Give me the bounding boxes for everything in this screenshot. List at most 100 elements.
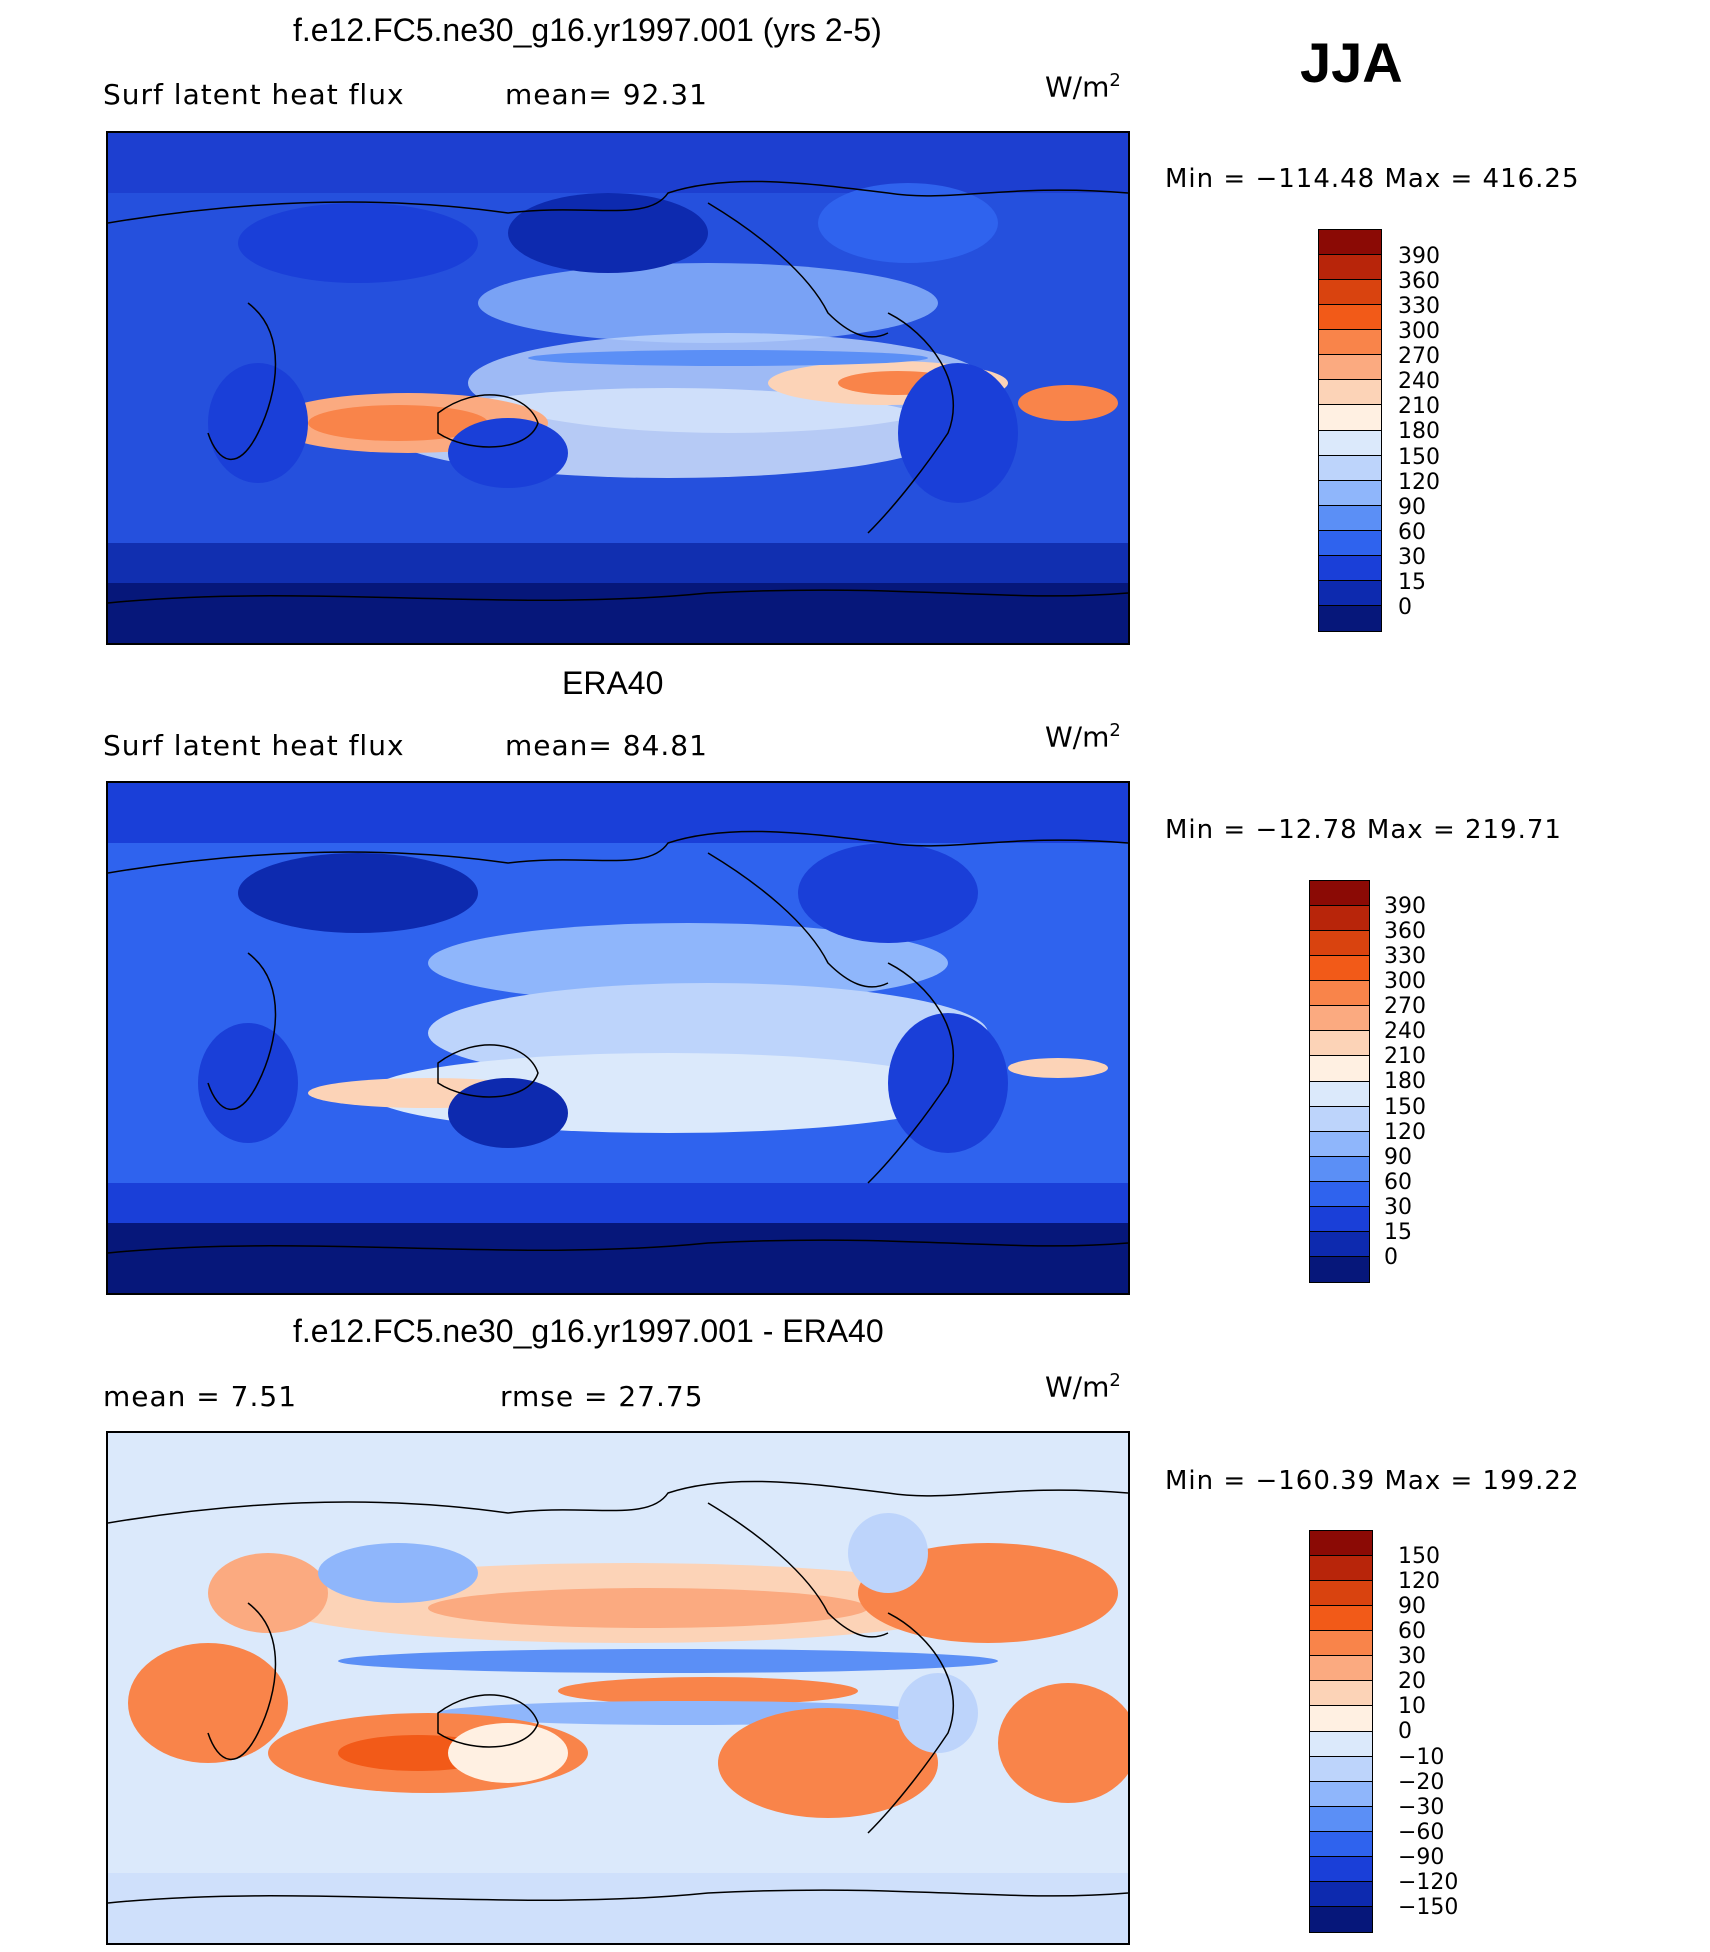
panel3-title: f.e12.FC5.ne30_g16.yr1997.001 - ERA40	[293, 1313, 884, 1349]
colorbar-tick-label: 10	[1398, 1694, 1426, 1720]
panel1-variable-label: Surf latent heat flux	[103, 78, 405, 111]
colorbar-swatch	[1310, 1581, 1372, 1607]
colorbar-swatch	[1319, 530, 1381, 556]
panel3-map-canvas	[108, 1433, 1128, 1943]
panel2-min-max: Min = −12.78 Max = 219.71	[1165, 815, 1562, 845]
colorbar-swatch	[1310, 981, 1369, 1007]
colorbar-tick-label: 60	[1398, 519, 1426, 545]
panel3-mean-label: mean = 7.51	[103, 1380, 298, 1413]
colorbar-tick-label: 150	[1384, 1094, 1426, 1120]
colorbar-swatch	[1319, 455, 1381, 481]
panel1-map-canvas	[108, 133, 1128, 643]
panel2-map-canvas	[108, 783, 1128, 1293]
colorbar-swatch	[1319, 430, 1381, 456]
colorbar-tick-label: 360	[1398, 269, 1440, 295]
colorbar-tick-label: 90	[1384, 1144, 1412, 1170]
colorbar-tick-label: 30	[1398, 1644, 1426, 1670]
colorbar-swatch	[1310, 1831, 1372, 1857]
colorbar-tick-label: 0	[1398, 1719, 1412, 1745]
colorbar-swatch	[1319, 230, 1381, 256]
colorbar-swatch	[1310, 906, 1369, 932]
colorbar-tick-label: 360	[1384, 919, 1426, 945]
season-label: JJA	[1300, 31, 1403, 94]
colorbar-tick-label: 180	[1398, 419, 1440, 445]
colorbar-tick-label: 210	[1384, 1044, 1426, 1070]
colorbar-swatch	[1310, 1906, 1372, 1932]
colorbar-tick-label: 30	[1384, 1194, 1412, 1220]
panel2-colorbar-ticks: 390 360 330 300 270 240 210 180 150 120 90 60 30 15 0	[1384, 894, 1426, 1270]
panel1-units: W/m2	[1045, 70, 1121, 104]
panel2-title: ERA40	[562, 665, 664, 701]
colorbar-tick-label: 300	[1398, 319, 1440, 345]
colorbar-tick-label: 240	[1398, 369, 1440, 395]
colorbar-swatch	[1310, 1156, 1369, 1182]
colorbar-tick-label: 60	[1384, 1169, 1412, 1195]
colorbar-swatch	[1310, 1781, 1372, 1807]
colorbar-swatch	[1310, 1056, 1369, 1082]
panel1-colorbar-ticks: 390 360 330 300 270 240 210 180 150 120 90 60 30 15 0	[1398, 244, 1440, 620]
colorbar-swatch	[1319, 305, 1381, 331]
colorbar-tick-label: 300	[1384, 969, 1426, 995]
colorbar-swatch	[1310, 1256, 1369, 1282]
colorbar-swatch	[1310, 1031, 1369, 1057]
colorbar-tick-label: 0	[1384, 1244, 1398, 1270]
colorbar-swatch	[1310, 1881, 1372, 1907]
colorbar-tick-label: 390	[1398, 244, 1440, 269]
colorbar-swatch	[1310, 1106, 1369, 1132]
colorbar-tick-label: 150	[1398, 1544, 1440, 1569]
colorbar-swatch	[1310, 1606, 1372, 1632]
colorbar-swatch	[1310, 1706, 1372, 1732]
colorbar-tick-label: 330	[1384, 944, 1426, 970]
colorbar-tick-label: 120	[1384, 1119, 1426, 1145]
colorbar-swatch	[1319, 555, 1381, 581]
panel2-units: W/m2	[1045, 720, 1121, 754]
panel2-variable-label: Surf latent heat flux	[103, 729, 405, 762]
colorbar-swatch	[1310, 956, 1369, 982]
colorbar-tick-label: −90	[1398, 1844, 1445, 1870]
colorbar-tick-label: 120	[1398, 1569, 1440, 1595]
colorbar-tick-label: 330	[1398, 294, 1440, 320]
colorbar-swatch	[1310, 1181, 1369, 1207]
colorbar-swatch	[1319, 605, 1381, 631]
colorbar-swatch	[1310, 1006, 1369, 1032]
colorbar-tick-label: 270	[1384, 994, 1426, 1020]
panel2-colorbar	[1309, 880, 1370, 1283]
panel3-colorbar-ticks: 150 120 90 60 30 20 10 0 −10 −20 −30 −60 −90 −120 −150	[1398, 1544, 1458, 1920]
panel1-title: f.e12.FC5.ne30_g16.yr1997.001 (yrs 2-5)	[293, 12, 882, 48]
colorbar-swatch	[1319, 330, 1381, 356]
colorbar-swatch	[1310, 931, 1369, 957]
panel2-map	[106, 781, 1130, 1295]
panel3-rmse-label: rmse = 27.75	[500, 1380, 704, 1413]
colorbar-tick-label: 15	[1384, 1219, 1412, 1245]
colorbar-swatch	[1310, 1131, 1369, 1157]
colorbar-swatch	[1310, 1731, 1372, 1757]
colorbar-swatch	[1310, 1081, 1369, 1107]
colorbar-swatch	[1319, 505, 1381, 531]
colorbar-tick-label: 210	[1398, 394, 1440, 420]
panel3-units: W/m2	[1045, 1370, 1121, 1404]
colorbar-tick-label: 90	[1398, 494, 1426, 520]
colorbar-swatch	[1310, 1681, 1372, 1707]
colorbar-tick-label: −150	[1398, 1894, 1459, 1920]
panel3-colorbar	[1309, 1530, 1373, 1933]
colorbar-tick-label: 240	[1384, 1019, 1426, 1045]
colorbar-swatch	[1319, 405, 1381, 431]
colorbar-tick-label: 120	[1398, 469, 1440, 495]
colorbar-swatch	[1310, 1756, 1372, 1782]
panel3-min-max: Min = −160.39 Max = 199.22	[1165, 1466, 1580, 1496]
colorbar-swatch	[1319, 255, 1381, 281]
colorbar-swatch	[1310, 1656, 1372, 1682]
colorbar-swatch	[1319, 580, 1381, 606]
colorbar-tick-label: −60	[1398, 1819, 1445, 1845]
colorbar-swatch	[1310, 881, 1369, 907]
colorbar-tick-label: −10	[1398, 1744, 1445, 1770]
panel2-mean-label: mean= 84.81	[505, 729, 708, 762]
colorbar-tick-label: 180	[1384, 1069, 1426, 1095]
colorbar-swatch	[1319, 480, 1381, 506]
colorbar-tick-label: −120	[1398, 1869, 1459, 1895]
colorbar-tick-label: 90	[1398, 1594, 1426, 1620]
colorbar-swatch	[1310, 1631, 1372, 1657]
colorbar-tick-label: 150	[1398, 444, 1440, 470]
panel1-colorbar	[1318, 229, 1382, 632]
colorbar-swatch	[1310, 1531, 1372, 1557]
